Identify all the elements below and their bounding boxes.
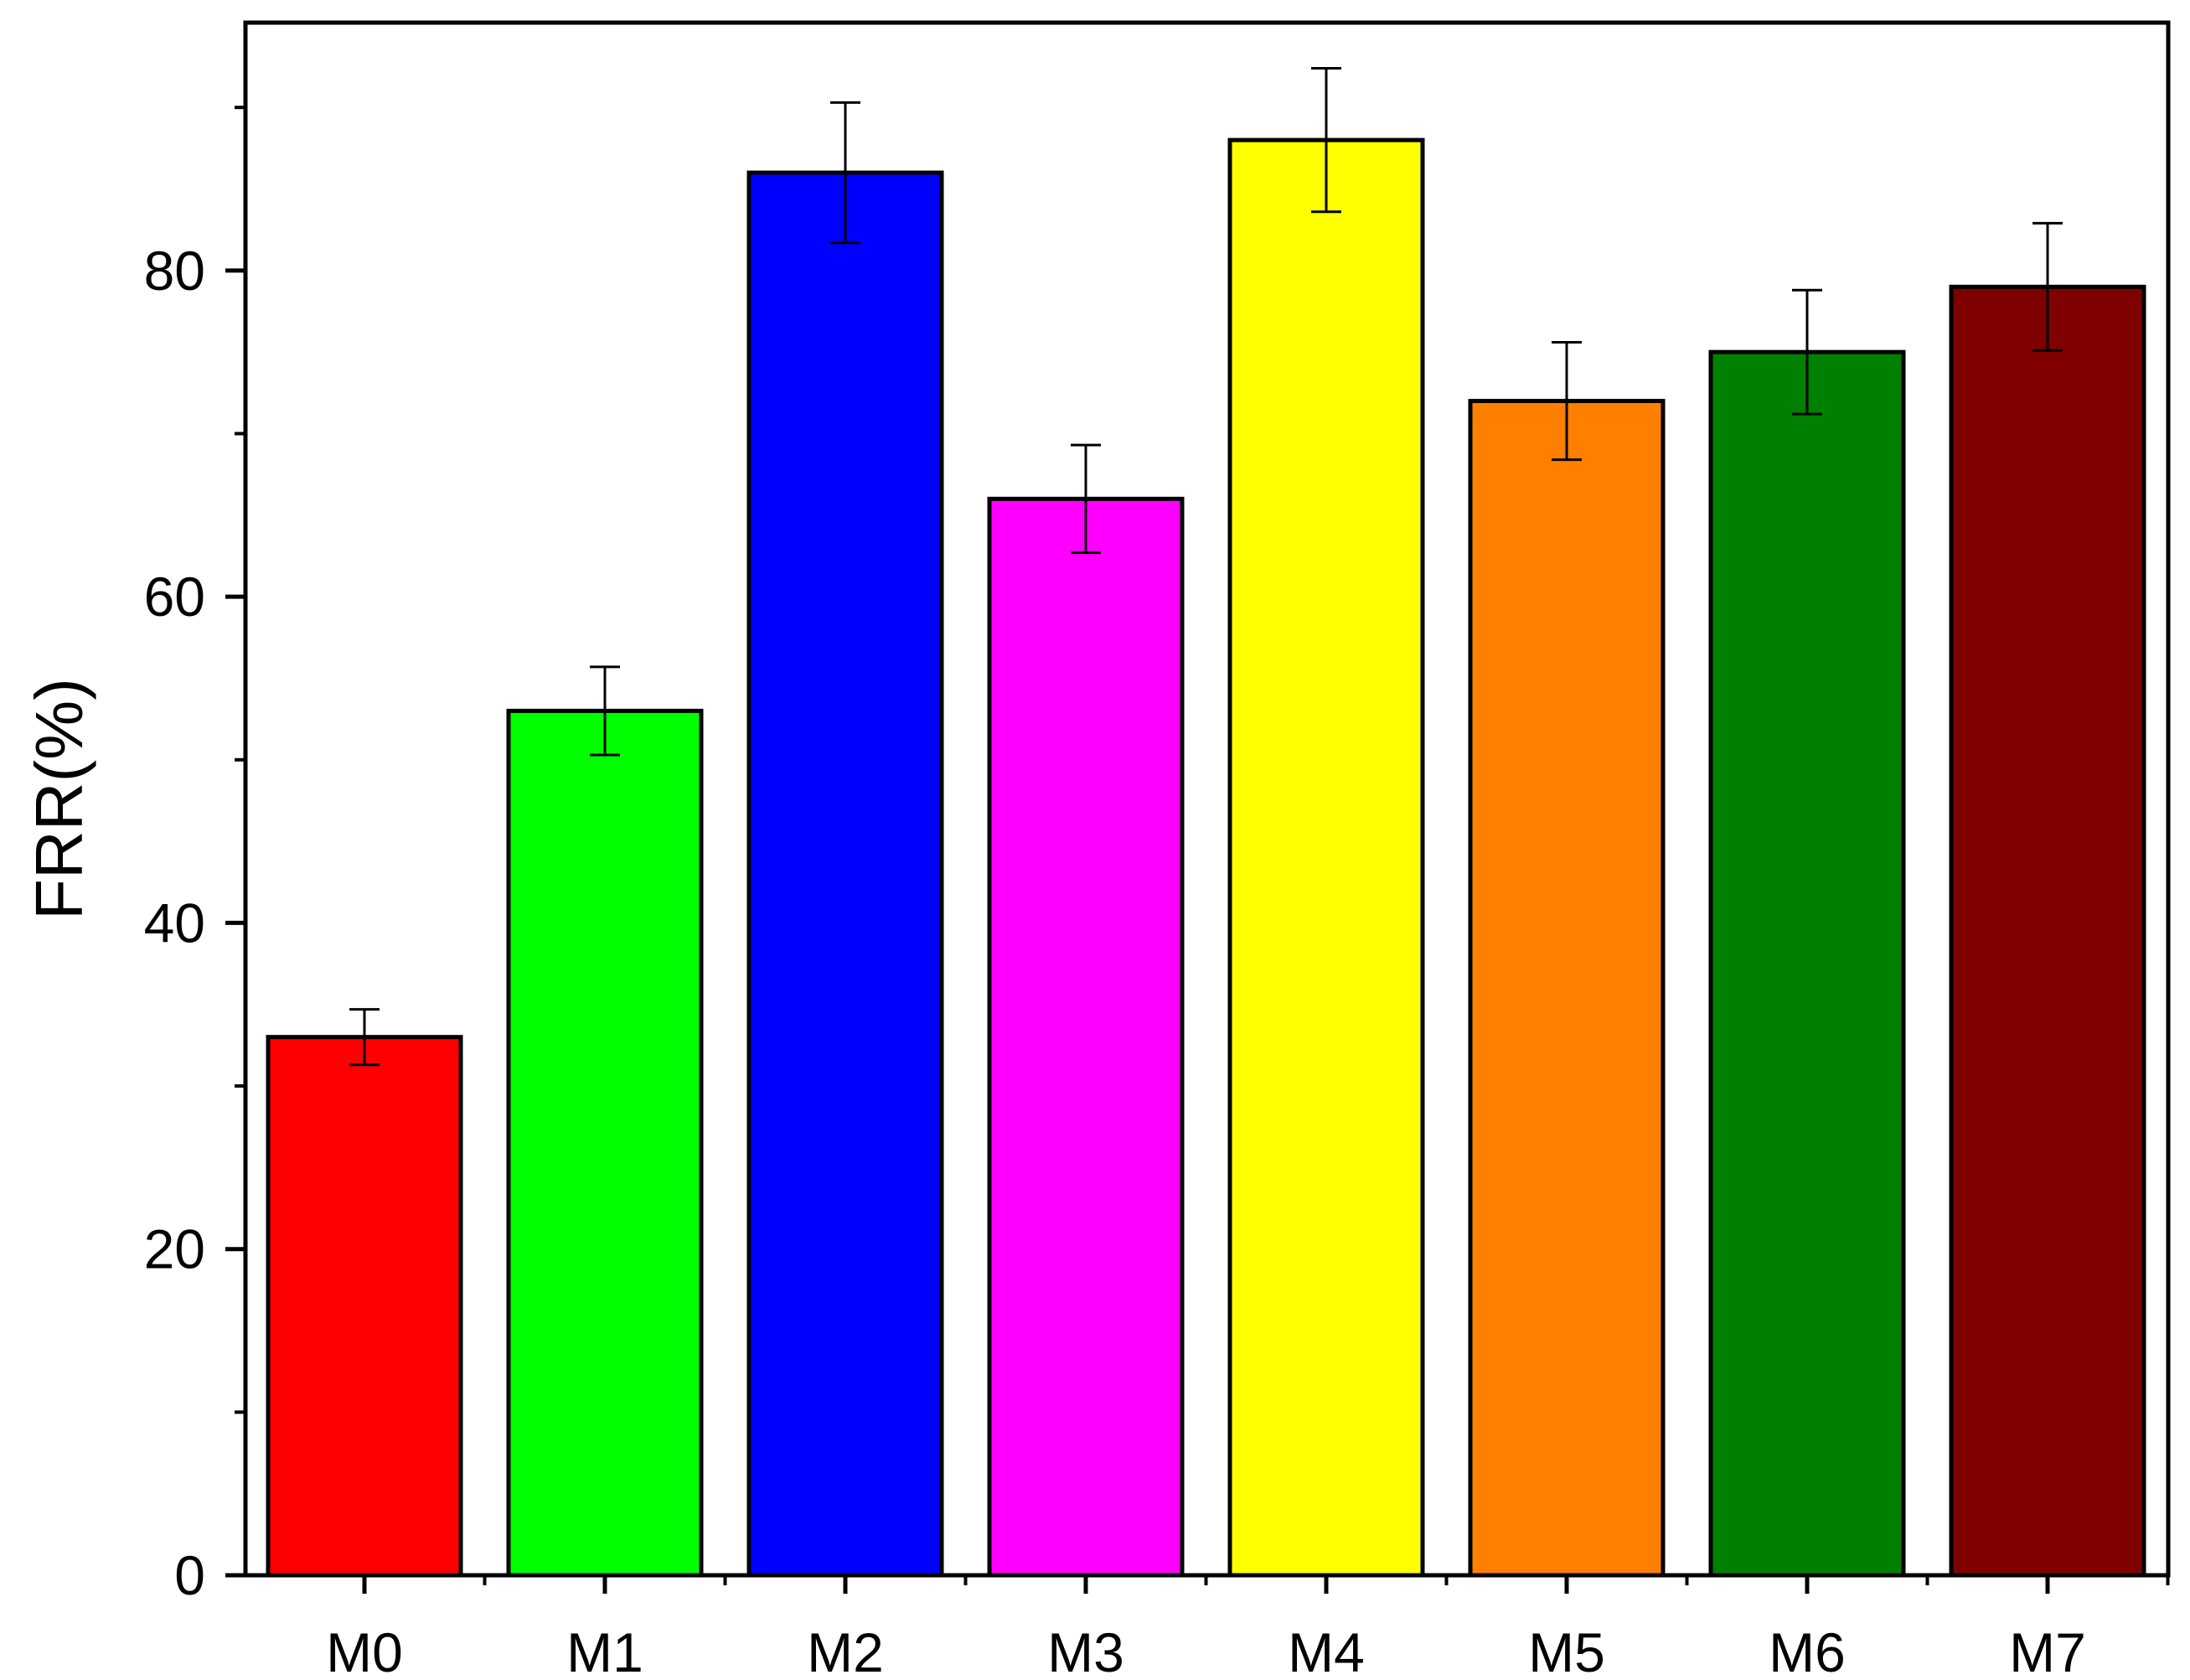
x-tick-label: M0 <box>326 1621 403 1680</box>
x-tick-label: M1 <box>566 1621 643 1680</box>
x-tick-label: M6 <box>1769 1621 1846 1680</box>
y-tick-label: 0 <box>174 1544 205 1606</box>
bar-m3 <box>987 496 1185 1578</box>
bar-m1 <box>506 708 704 1578</box>
bar-m7 <box>1949 284 2146 1578</box>
bars-group <box>266 137 2146 1578</box>
error-bars-group <box>349 67 2063 1067</box>
bar-m2 <box>746 170 944 1578</box>
y-tick-label: 80 <box>144 240 205 302</box>
x-tick-label: M3 <box>1047 1621 1124 1680</box>
x-tick-label: M5 <box>1528 1621 1605 1680</box>
y-tick-label: 40 <box>144 892 205 954</box>
y-axis: 0 20 40 60 80 <box>144 106 245 1606</box>
bar-m5 <box>1468 399 1666 1578</box>
bar-m4 <box>1227 137 1425 1578</box>
x-tick-label: M4 <box>1288 1621 1365 1680</box>
y-tick-label: 60 <box>144 566 205 628</box>
x-tick-label: M7 <box>2009 1621 2086 1680</box>
y-axis-title: FRR(%) <box>22 678 96 920</box>
y-tick-label: 20 <box>144 1218 205 1280</box>
bar-m0 <box>266 1035 463 1578</box>
bar-m6 <box>1708 349 1906 1578</box>
x-axis: M0 M1 M2 M3 M4 M5 M6 M7 <box>326 1575 2170 1680</box>
x-tick-label: M2 <box>807 1621 884 1680</box>
